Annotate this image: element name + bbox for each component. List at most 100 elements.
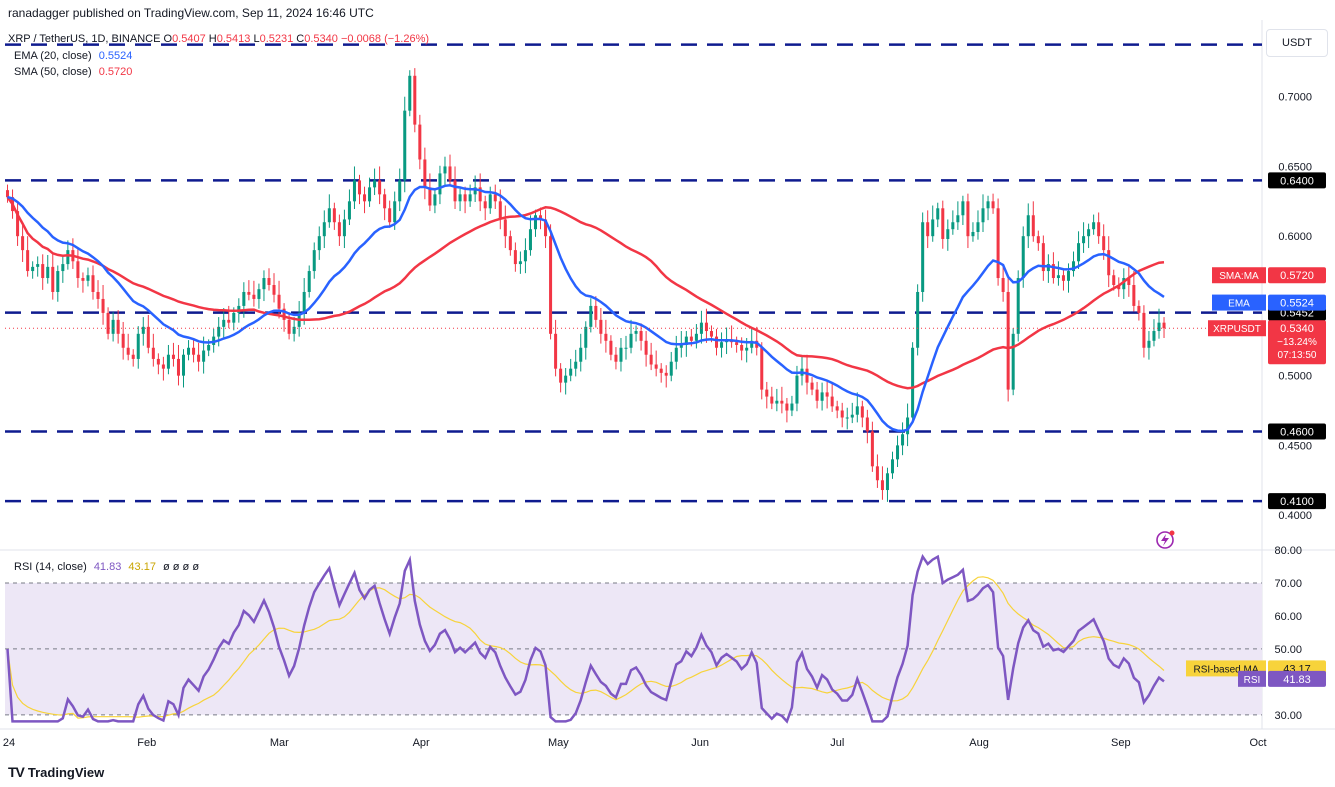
candle-body[interactable] (579, 347, 583, 362)
rsi-pane[interactable] (5, 553, 1262, 724)
candle-body[interactable] (171, 354, 175, 359)
candle-body[interactable] (810, 382, 814, 390)
candle-body[interactable] (890, 459, 895, 474)
rsi-legend[interactable]: RSI (14, close) 41.83 43.17 ø ø ø ø (14, 561, 199, 573)
candle-body[interactable] (202, 350, 206, 362)
candle-body[interactable] (554, 333, 558, 369)
candle-body[interactable] (1051, 264, 1055, 279)
candle-body[interactable] (589, 305, 593, 327)
candle-body[interactable] (16, 211, 20, 237)
candle-body[interactable] (966, 201, 970, 237)
candle-body[interactable] (453, 180, 457, 202)
candle-body[interactable] (161, 364, 165, 369)
candle-body[interactable] (398, 180, 402, 202)
candle-body[interactable] (1162, 322, 1166, 329)
candle-body[interactable] (403, 110, 407, 181)
candle-body[interactable] (156, 358, 160, 365)
candle-body[interactable] (780, 400, 784, 404)
candle-body[interactable] (1082, 236, 1086, 244)
candle-body[interactable] (896, 445, 900, 460)
candle-body[interactable] (307, 271, 311, 292)
candle-body[interactable] (1072, 261, 1076, 272)
candle-body[interactable] (176, 358, 180, 376)
candle-body[interactable] (1041, 243, 1045, 272)
candle-body[interactable] (187, 347, 191, 355)
candle-body[interactable] (317, 236, 321, 251)
candle-body[interactable] (1092, 222, 1096, 230)
candle-body[interactable] (352, 180, 356, 202)
candle-body[interactable] (91, 275, 95, 292)
candle-body[interactable] (850, 414, 854, 418)
candle-body[interactable] (41, 264, 45, 279)
candle-body[interactable] (503, 219, 507, 237)
candle-body[interactable] (473, 187, 477, 195)
candle-body[interactable] (825, 392, 829, 397)
candle-body[interactable] (51, 266, 55, 292)
candle-body[interactable] (1127, 278, 1131, 285)
candle-body[interactable] (378, 180, 382, 195)
candle-body[interactable] (926, 222, 930, 237)
candle-body[interactable] (493, 194, 497, 202)
candle-body[interactable] (267, 278, 271, 285)
candle-body[interactable] (720, 342, 724, 348)
candle-body[interactable] (745, 347, 749, 351)
candle-body[interactable] (931, 219, 935, 237)
price-axis[interactable]: 0.70000.65000.60000.55000.50000.45000.40… (1186, 36, 1326, 722)
candle-body[interactable] (709, 331, 713, 337)
candle-body[interactable] (36, 264, 40, 267)
sma-legend[interactable]: SMA (50, close) 0.5720 (14, 66, 132, 78)
candle-body[interactable] (141, 326, 145, 334)
price-tag-ema[interactable]: EMA 0.5524 (1212, 294, 1326, 311)
rsi-line[interactable] (6, 553, 1165, 724)
candle-body[interactable] (1152, 331, 1156, 341)
tradingview-brand[interactable]: TV TradingView (8, 764, 104, 780)
candle-body[interactable] (332, 208, 336, 223)
candle-body[interactable] (735, 342, 739, 345)
candle-body[interactable] (383, 194, 387, 209)
candle-body[interactable] (559, 368, 563, 383)
candle-body[interactable] (976, 222, 980, 232)
candle-body[interactable] (101, 298, 105, 313)
candle-body[interactable] (56, 271, 60, 292)
candle-body[interactable] (116, 319, 120, 334)
candle-body[interactable] (991, 201, 995, 209)
candle-body[interactable] (649, 354, 653, 365)
candle-body[interactable] (61, 264, 65, 272)
candle-body[interactable] (217, 326, 221, 337)
candle-body[interactable] (936, 208, 940, 220)
candle-body[interactable] (815, 389, 819, 401)
candle-body[interactable] (292, 326, 296, 334)
candle-body[interactable] (438, 173, 442, 195)
candle-body[interactable] (760, 347, 764, 390)
candle-body[interactable] (750, 340, 754, 348)
candle-body[interactable] (1021, 236, 1025, 279)
candle-body[interactable] (624, 347, 628, 349)
candle-body[interactable] (413, 75, 417, 125)
candle-body[interactable] (448, 166, 452, 181)
candle-body[interactable] (1102, 236, 1106, 251)
candle-body[interactable] (845, 417, 849, 419)
candle-body[interactable] (609, 340, 613, 355)
candle-body[interactable] (498, 201, 502, 220)
sma-50-line[interactable] (6, 196, 1165, 390)
candle-body[interactable] (870, 431, 874, 467)
candle-body[interactable] (820, 392, 824, 401)
candle-body[interactable] (418, 124, 422, 160)
candle-body[interactable] (619, 347, 623, 362)
candle-body[interactable] (207, 344, 211, 351)
candle-body[interactable] (282, 308, 286, 320)
candle-body[interactable] (363, 194, 367, 202)
candle-body[interactable] (96, 291, 100, 299)
candle-body[interactable] (971, 232, 975, 237)
candle-body[interactable] (66, 250, 70, 265)
candle-body[interactable] (539, 215, 543, 220)
candle-body[interactable] (388, 208, 392, 223)
candle-body[interactable] (443, 166, 447, 174)
candle-body[interactable] (634, 331, 638, 334)
candle-body[interactable] (840, 410, 844, 418)
candle-body[interactable] (262, 278, 266, 290)
candle-body[interactable] (564, 375, 568, 383)
candle-body[interactable] (765, 389, 769, 397)
candle-body[interactable] (569, 368, 573, 376)
candle-body[interactable] (458, 194, 462, 202)
